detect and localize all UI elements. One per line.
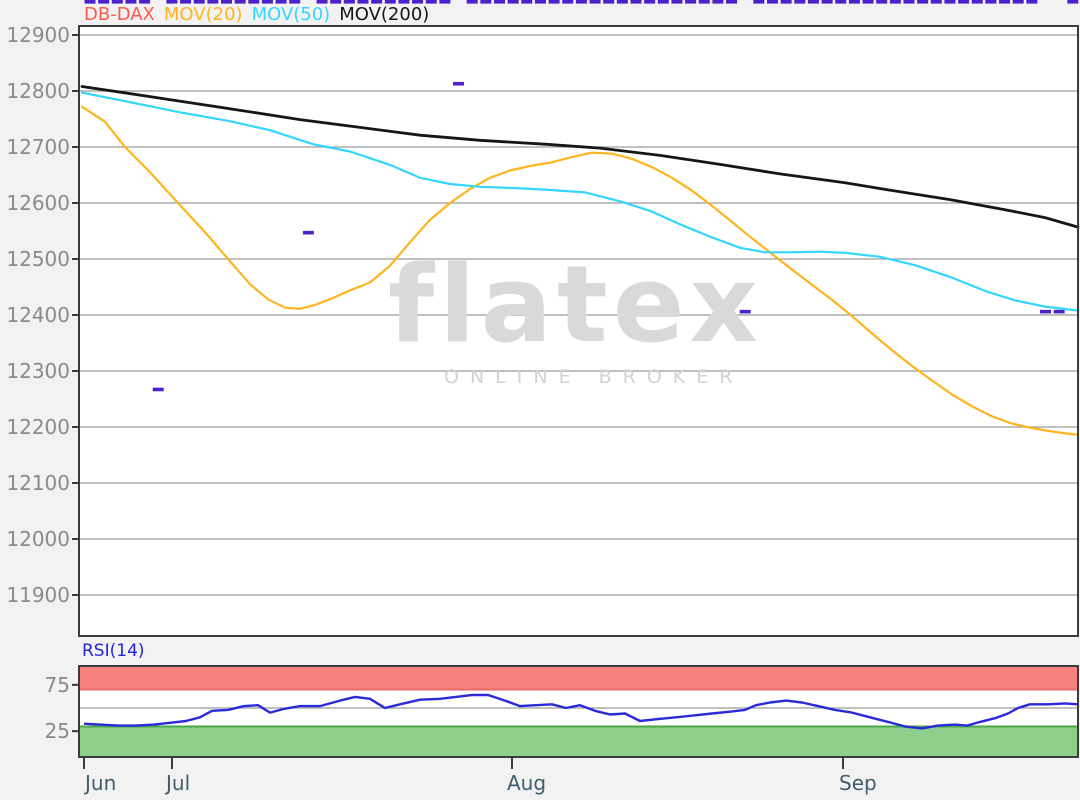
flat-close-marker xyxy=(958,0,970,4)
flat-close-marker xyxy=(862,0,874,4)
flat-close-marker xyxy=(657,0,669,4)
flat-close-marker xyxy=(794,0,806,4)
flat-close-marker xyxy=(248,0,260,4)
chart-legend: DB-DAX MOV(20) MOV(50) MOV(200) xyxy=(84,4,429,25)
flat-close-marker xyxy=(807,0,819,4)
flat-close-marker xyxy=(589,0,601,4)
flat-close-marker xyxy=(644,0,656,4)
flat-close-marker xyxy=(548,0,560,4)
flat-close-marker xyxy=(630,0,642,4)
flat-close-marker xyxy=(944,0,956,4)
flat-close-marker xyxy=(289,0,301,4)
flat-close-marker xyxy=(111,0,123,4)
flat-close-marker xyxy=(903,0,915,4)
rsi-oversold-band xyxy=(79,726,1078,756)
flat-close-marker xyxy=(726,0,738,4)
flat-close-marker xyxy=(330,0,342,4)
overlay-line-mov20 xyxy=(80,105,1080,436)
flat-close-marker xyxy=(835,0,847,4)
flat-close-marker xyxy=(985,0,997,4)
flat-close-marker xyxy=(221,0,232,4)
flat-close-marker xyxy=(889,0,901,4)
flat-close-marker xyxy=(1012,0,1024,4)
flat-close-marker xyxy=(261,0,273,4)
flat-close-marker xyxy=(494,0,505,4)
overlay-line-mov200 xyxy=(80,85,1080,229)
flat-close-marker xyxy=(412,0,424,4)
overlay-line-mov50 xyxy=(80,91,1080,312)
flat-close-marker xyxy=(1067,0,1079,4)
flat-close-marker xyxy=(521,0,533,4)
flat-close-marker xyxy=(848,0,860,4)
flat-close-marker xyxy=(439,0,451,4)
flat-close-marker xyxy=(480,0,492,4)
flat-close-marker xyxy=(180,0,192,4)
flat-close-marker xyxy=(685,0,697,4)
rsi-panel-border xyxy=(78,665,1079,758)
flat-close-marker xyxy=(371,0,383,4)
rsi-indicator-label: RSI(14) xyxy=(82,641,145,661)
flat-close-marker xyxy=(616,0,628,4)
flat-close-marker xyxy=(166,0,178,4)
flat-close-marker xyxy=(603,0,615,4)
flat-close-marker xyxy=(575,0,587,4)
flat-close-marker xyxy=(125,0,137,4)
flat-close-marker xyxy=(139,0,151,4)
main-chart-border xyxy=(78,25,1079,637)
flat-close-marker xyxy=(767,0,778,4)
flat-close-marker xyxy=(698,0,710,4)
main-chart-canvas[interactable] xyxy=(79,26,1078,636)
flat-close-marker xyxy=(821,0,833,4)
flat-close-marker xyxy=(753,0,765,4)
flat-close-marker xyxy=(671,0,683,4)
flat-close-marker xyxy=(234,0,246,4)
legend-symbol-db-dax: DB-DAX xyxy=(84,4,155,25)
flat-close-marker xyxy=(917,0,929,4)
legend-mov50: MOV(50) xyxy=(251,4,331,25)
flat-close-marker xyxy=(739,309,751,314)
flat-close-marker xyxy=(98,0,110,4)
rsi-line xyxy=(83,693,1079,730)
flat-close-marker xyxy=(562,0,574,4)
flat-close-marker xyxy=(930,0,942,4)
rsi-overbought-band xyxy=(79,667,1078,690)
flat-close-marker xyxy=(971,0,983,4)
flat-close-marker xyxy=(343,0,355,4)
flat-close-marker xyxy=(999,0,1011,4)
flat-close-marker xyxy=(357,0,369,4)
flat-close-marker xyxy=(302,230,314,235)
flat-close-marker xyxy=(466,0,478,4)
flat-close-marker xyxy=(534,0,546,4)
flat-close-marker xyxy=(507,0,519,4)
flat-close-marker xyxy=(193,0,205,4)
flat-close-marker xyxy=(425,0,437,4)
flat-close-marker xyxy=(712,0,724,4)
flat-close-marker xyxy=(207,0,219,4)
flat-close-marker xyxy=(316,0,328,4)
flat-close-marker xyxy=(1026,0,1038,4)
flat-close-marker xyxy=(398,0,410,4)
flat-close-marker xyxy=(453,81,465,86)
flat-close-marker xyxy=(152,387,164,392)
flat-close-marker xyxy=(876,0,888,4)
flat-close-marker xyxy=(1053,309,1065,314)
flat-close-marker xyxy=(1040,309,1051,314)
legend-mov20: MOV(20) xyxy=(163,4,243,25)
flat-close-marker xyxy=(84,0,96,4)
flat-close-marker xyxy=(275,0,287,4)
flat-close-marker xyxy=(384,0,396,4)
legend-mov200: MOV(200) xyxy=(339,4,430,25)
flat-close-marker xyxy=(780,0,792,4)
